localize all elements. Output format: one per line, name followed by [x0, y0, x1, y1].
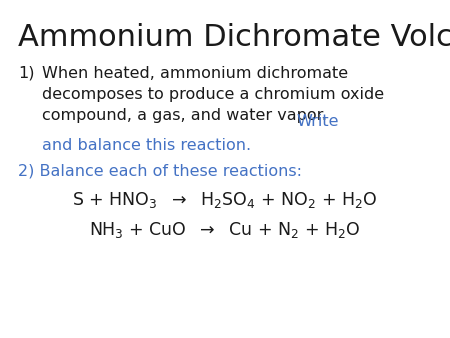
Text: Ammonium Dichromate Volcano!: Ammonium Dichromate Volcano!	[18, 23, 450, 52]
Text: Write: Write	[296, 114, 338, 129]
Text: 1): 1)	[18, 66, 35, 81]
Text: NH$_3$ + CuO  $\rightarrow$  Cu + N$_2$ + H$_2$O: NH$_3$ + CuO $\rightarrow$ Cu + N$_2$ + …	[89, 220, 361, 240]
Text: When heated, ammonium dichromate
decomposes to produce a chromium oxide
compound: When heated, ammonium dichromate decompo…	[42, 66, 384, 123]
Text: S + HNO$_3$  $\rightarrow$  H$_2$SO$_4$ + NO$_2$ + H$_2$O: S + HNO$_3$ $\rightarrow$ H$_2$SO$_4$ + …	[72, 190, 378, 210]
Text: and balance this reaction.: and balance this reaction.	[42, 138, 251, 153]
Text: 2) Balance each of these reactions:: 2) Balance each of these reactions:	[18, 163, 302, 178]
